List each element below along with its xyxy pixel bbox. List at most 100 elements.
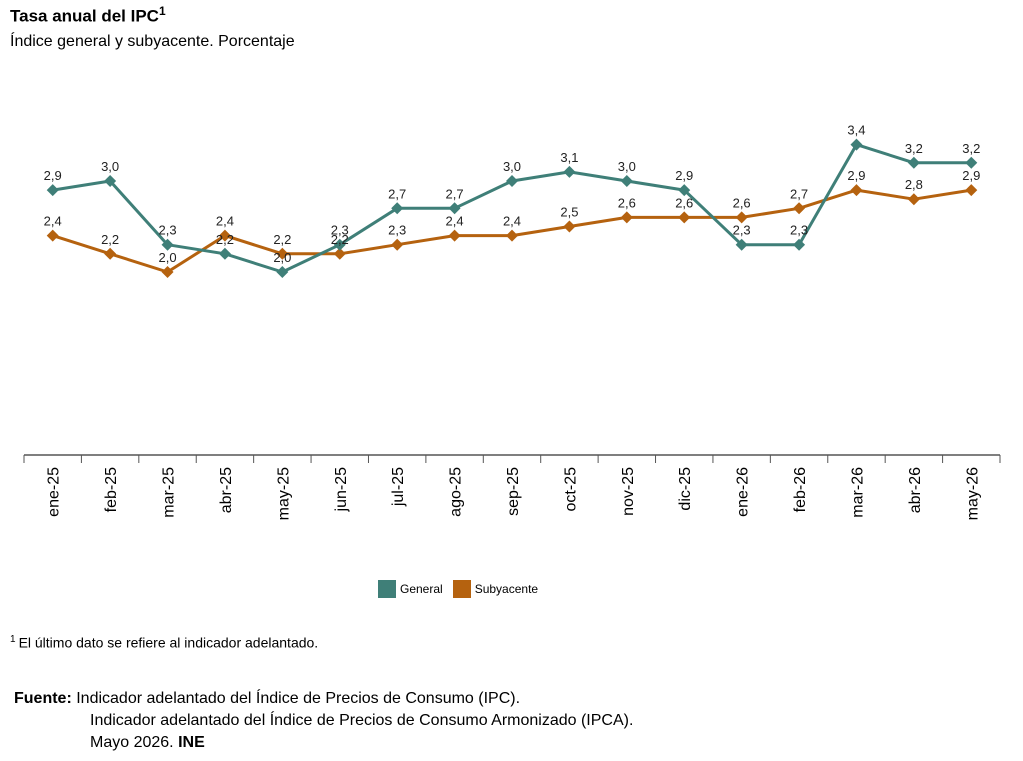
data-label-general: 2,9 (44, 168, 62, 183)
data-point-general (678, 184, 691, 197)
data-point-subyacente (391, 238, 404, 251)
x-tick-label: oct-25 (562, 467, 579, 512)
data-point-general (793, 238, 806, 251)
legend-swatch-subyacente (452, 580, 471, 598)
data-point-subyacente (793, 202, 806, 215)
data-point-subyacente (333, 247, 346, 260)
x-tick-label: jul-25 (390, 467, 407, 507)
source-label: Fuente: (14, 690, 72, 707)
data-point-general (907, 156, 920, 169)
data-label-subyacente: 2,4 (216, 214, 234, 229)
data-label-general: 2,3 (331, 223, 349, 238)
legend-label-subyacente: Subyacente (474, 582, 539, 596)
chart-title: Tasa anual del IPC1 (10, 4, 166, 27)
data-point-subyacente (448, 229, 461, 242)
data-point-subyacente (104, 247, 117, 260)
source-line-1: Fuente: Indicador adelantado del Índice … (14, 688, 633, 710)
legend-label-general: General (400, 582, 443, 596)
data-label-subyacente: 2,6 (618, 195, 636, 210)
data-label-subyacente: 2,8 (905, 177, 923, 192)
data-point-subyacente (46, 229, 59, 242)
data-label-general: 2,3 (733, 223, 751, 238)
data-label-subyacente: 2,4 (446, 214, 464, 229)
x-tick-label: ene-25 (46, 467, 63, 517)
data-label-subyacente: 2,9 (962, 168, 980, 183)
data-point-subyacente (735, 211, 748, 224)
data-label-subyacente: 2,9 (847, 168, 865, 183)
chart-subtitle: Índice general y subyacente. Porcentaje (10, 33, 295, 50)
data-point-general (448, 202, 461, 215)
data-point-general (965, 156, 978, 169)
source-org: INE (178, 734, 205, 751)
data-point-general (161, 238, 174, 251)
data-label-subyacente: 2,2 (331, 232, 349, 247)
data-point-general (391, 202, 404, 215)
data-point-subyacente (620, 211, 633, 224)
x-tick-label: dic-25 (677, 467, 694, 511)
x-tick-label: ene-26 (735, 467, 752, 517)
data-label-general: 3,0 (101, 159, 119, 174)
data-label-general: 3,0 (618, 159, 636, 174)
data-point-general (620, 175, 633, 187)
x-tick-label: mar-26 (849, 467, 866, 518)
data-label-general: 2,2 (216, 232, 234, 247)
x-tick-label: may-26 (964, 467, 981, 520)
x-tick-label: may-25 (275, 467, 292, 520)
chart-legend: General Subyacente (378, 580, 548, 598)
data-label-general: 3,2 (962, 141, 980, 156)
data-label-general: 2,9 (675, 168, 693, 183)
x-tick-label: feb-26 (792, 467, 809, 512)
data-point-subyacente (850, 184, 863, 197)
data-label-subyacente: 2,3 (388, 223, 406, 238)
x-tick-label: sep-25 (505, 467, 522, 516)
x-tick-label: abr-26 (907, 467, 924, 513)
data-point-general (506, 175, 518, 187)
data-label-general: 3,4 (847, 123, 865, 138)
data-point-general (276, 266, 289, 278)
chart-title-text: Tasa anual del IPC (10, 6, 159, 26)
footnote: 1 El último dato se refiere al indicador … (10, 634, 318, 651)
footnote-marker: 1 (10, 634, 16, 645)
source-line-3: Mayo 2026. INE (14, 732, 633, 754)
data-label-subyacente: 2,6 (675, 195, 693, 210)
data-point-general (735, 238, 748, 251)
data-point-subyacente (563, 220, 576, 233)
legend-item-subyacente: Subyacente (452, 580, 539, 598)
data-point-subyacente (218, 229, 231, 242)
data-point-subyacente (678, 211, 691, 224)
data-label-subyacente: 2,2 (101, 232, 119, 247)
data-point-subyacente (276, 247, 289, 260)
line-chart: ene-25 feb-25 mar-25 abr-25 may-25 jun-25 jul-… (23, 123, 1001, 520)
legend-item-general: General (378, 580, 443, 598)
x-tick-label: jun-25 (333, 467, 350, 513)
legend-swatch-general (378, 580, 396, 598)
data-label-general: 2,0 (273, 250, 291, 265)
data-point-general (104, 175, 117, 187)
data-label-subyacente: 2,6 (733, 195, 751, 210)
data-label-subyacente: 2,4 (44, 214, 62, 229)
data-point-subyacente (965, 184, 978, 197)
data-point-general (850, 138, 863, 151)
data-label-general: 3,1 (560, 150, 578, 165)
data-point-subyacente (907, 193, 920, 206)
data-label-general: 3,0 (503, 159, 521, 174)
data-point-general (46, 184, 59, 197)
title-footnote-marker: 1 (158, 4, 166, 18)
x-tick-label: nov-25 (620, 467, 637, 516)
data-label-general: 2,7 (446, 186, 464, 201)
data-label-general: 2,3 (790, 223, 808, 238)
x-tick-label: mar-25 (161, 467, 178, 518)
data-label-general: 2,3 (158, 223, 176, 238)
data-point-subyacente (161, 266, 174, 278)
data-label-subyacente: 2,5 (560, 205, 578, 220)
source-block: Fuente: Indicador adelantado del Índice … (14, 688, 633, 754)
data-point-subyacente (506, 229, 518, 242)
source-line-2: Indicador adelantado del Índice de Preci… (90, 712, 634, 729)
data-label-subyacente: 2,0 (158, 250, 176, 265)
data-point-general (218, 247, 231, 260)
x-tick-label: abr-25 (218, 467, 235, 513)
x-tick-label: ago-25 (448, 467, 465, 517)
source-date: Mayo 2026. (90, 734, 174, 751)
source-line-1-text: Indicador adelantado del Índice de Preci… (76, 690, 521, 707)
x-tick-label: feb-25 (103, 467, 120, 512)
